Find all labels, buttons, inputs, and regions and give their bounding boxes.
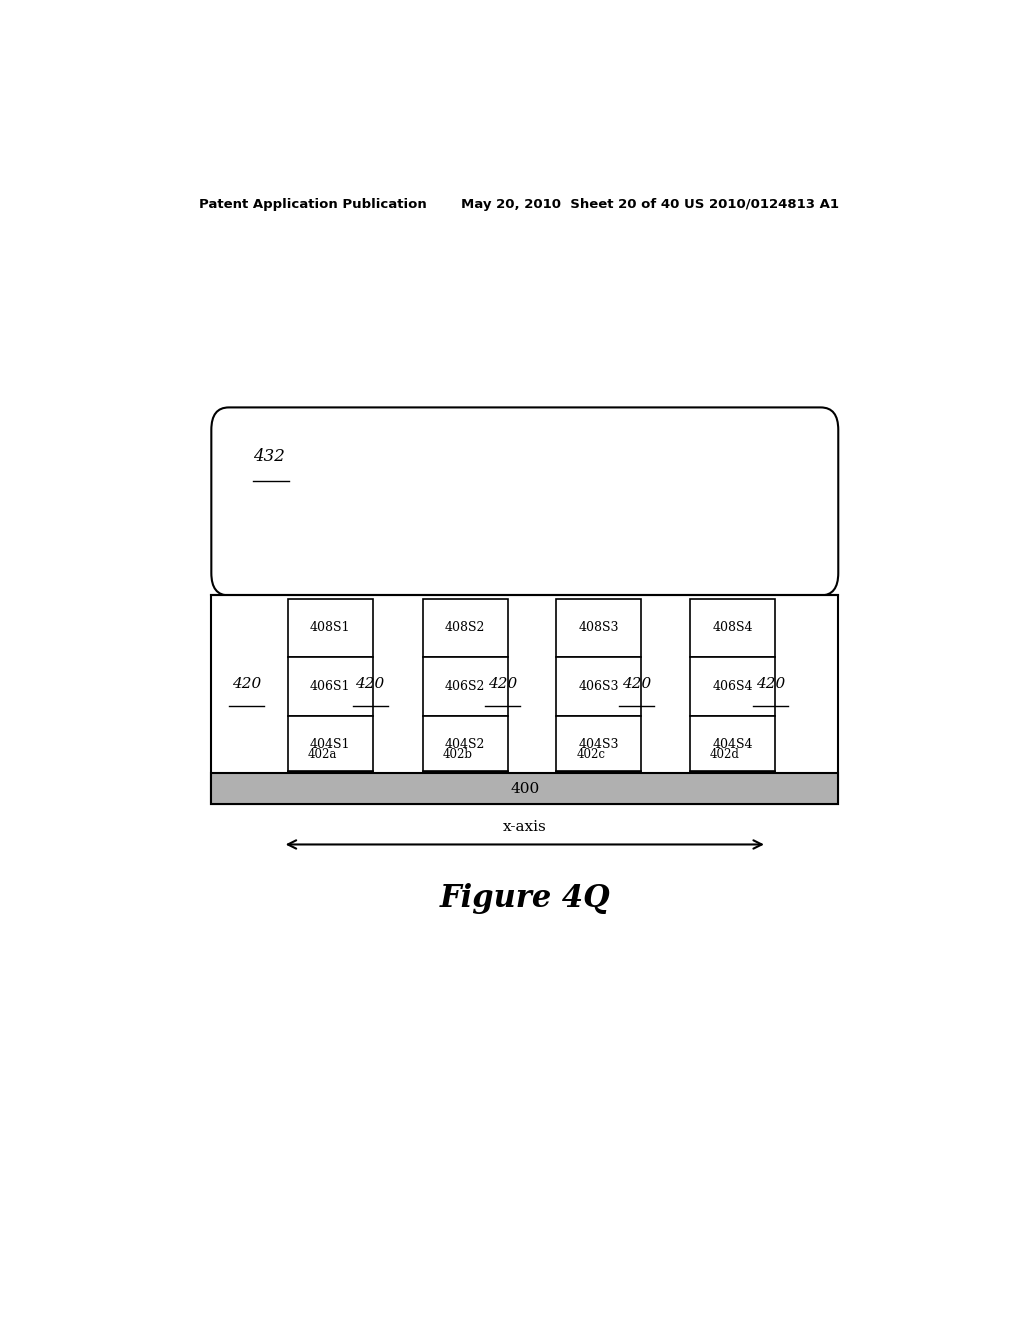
Text: 406S4: 406S4	[713, 680, 753, 693]
Text: 420: 420	[622, 677, 651, 692]
Text: May 20, 2010  Sheet 20 of 40: May 20, 2010 Sheet 20 of 40	[461, 198, 680, 211]
Bar	[288, 598, 373, 657]
Text: 402b: 402b	[442, 748, 472, 762]
Bar	[690, 657, 775, 717]
Text: 420: 420	[756, 677, 785, 692]
Text: 408S2: 408S2	[445, 622, 485, 635]
Bar	[288, 657, 373, 717]
Text: 404S1: 404S1	[310, 738, 350, 751]
Bar	[690, 598, 775, 657]
Text: 400: 400	[510, 781, 540, 796]
Text: 404S3: 404S3	[579, 738, 618, 751]
Bar	[423, 598, 508, 657]
Text: 420: 420	[355, 677, 385, 692]
Bar	[288, 717, 373, 772]
Text: 420: 420	[231, 677, 261, 692]
Bar	[211, 774, 839, 804]
Text: 432: 432	[253, 447, 285, 465]
Bar	[556, 657, 641, 717]
Bar	[556, 598, 641, 657]
Bar	[211, 595, 839, 804]
Bar	[690, 717, 775, 772]
Text: 406S1: 406S1	[310, 680, 350, 693]
Text: 406S2: 406S2	[445, 680, 485, 693]
Text: US 2010/0124813 A1: US 2010/0124813 A1	[684, 198, 839, 211]
Text: 408S1: 408S1	[310, 622, 350, 635]
Bar	[423, 657, 508, 717]
Text: Patent Application Publication: Patent Application Publication	[200, 198, 427, 211]
Text: 406S3: 406S3	[579, 680, 618, 693]
Text: 402d: 402d	[710, 748, 739, 762]
Text: x-axis: x-axis	[503, 820, 547, 834]
Text: 404S2: 404S2	[445, 738, 485, 751]
Text: 420: 420	[488, 677, 517, 692]
Text: 402a: 402a	[308, 748, 337, 762]
Bar	[556, 717, 641, 772]
Text: 408S3: 408S3	[579, 622, 618, 635]
FancyBboxPatch shape	[211, 408, 839, 595]
Text: 408S4: 408S4	[713, 622, 753, 635]
Text: 402c: 402c	[577, 748, 605, 762]
Text: Figure 4Q: Figure 4Q	[439, 883, 610, 913]
Text: 404S4: 404S4	[713, 738, 753, 751]
Bar	[423, 717, 508, 772]
